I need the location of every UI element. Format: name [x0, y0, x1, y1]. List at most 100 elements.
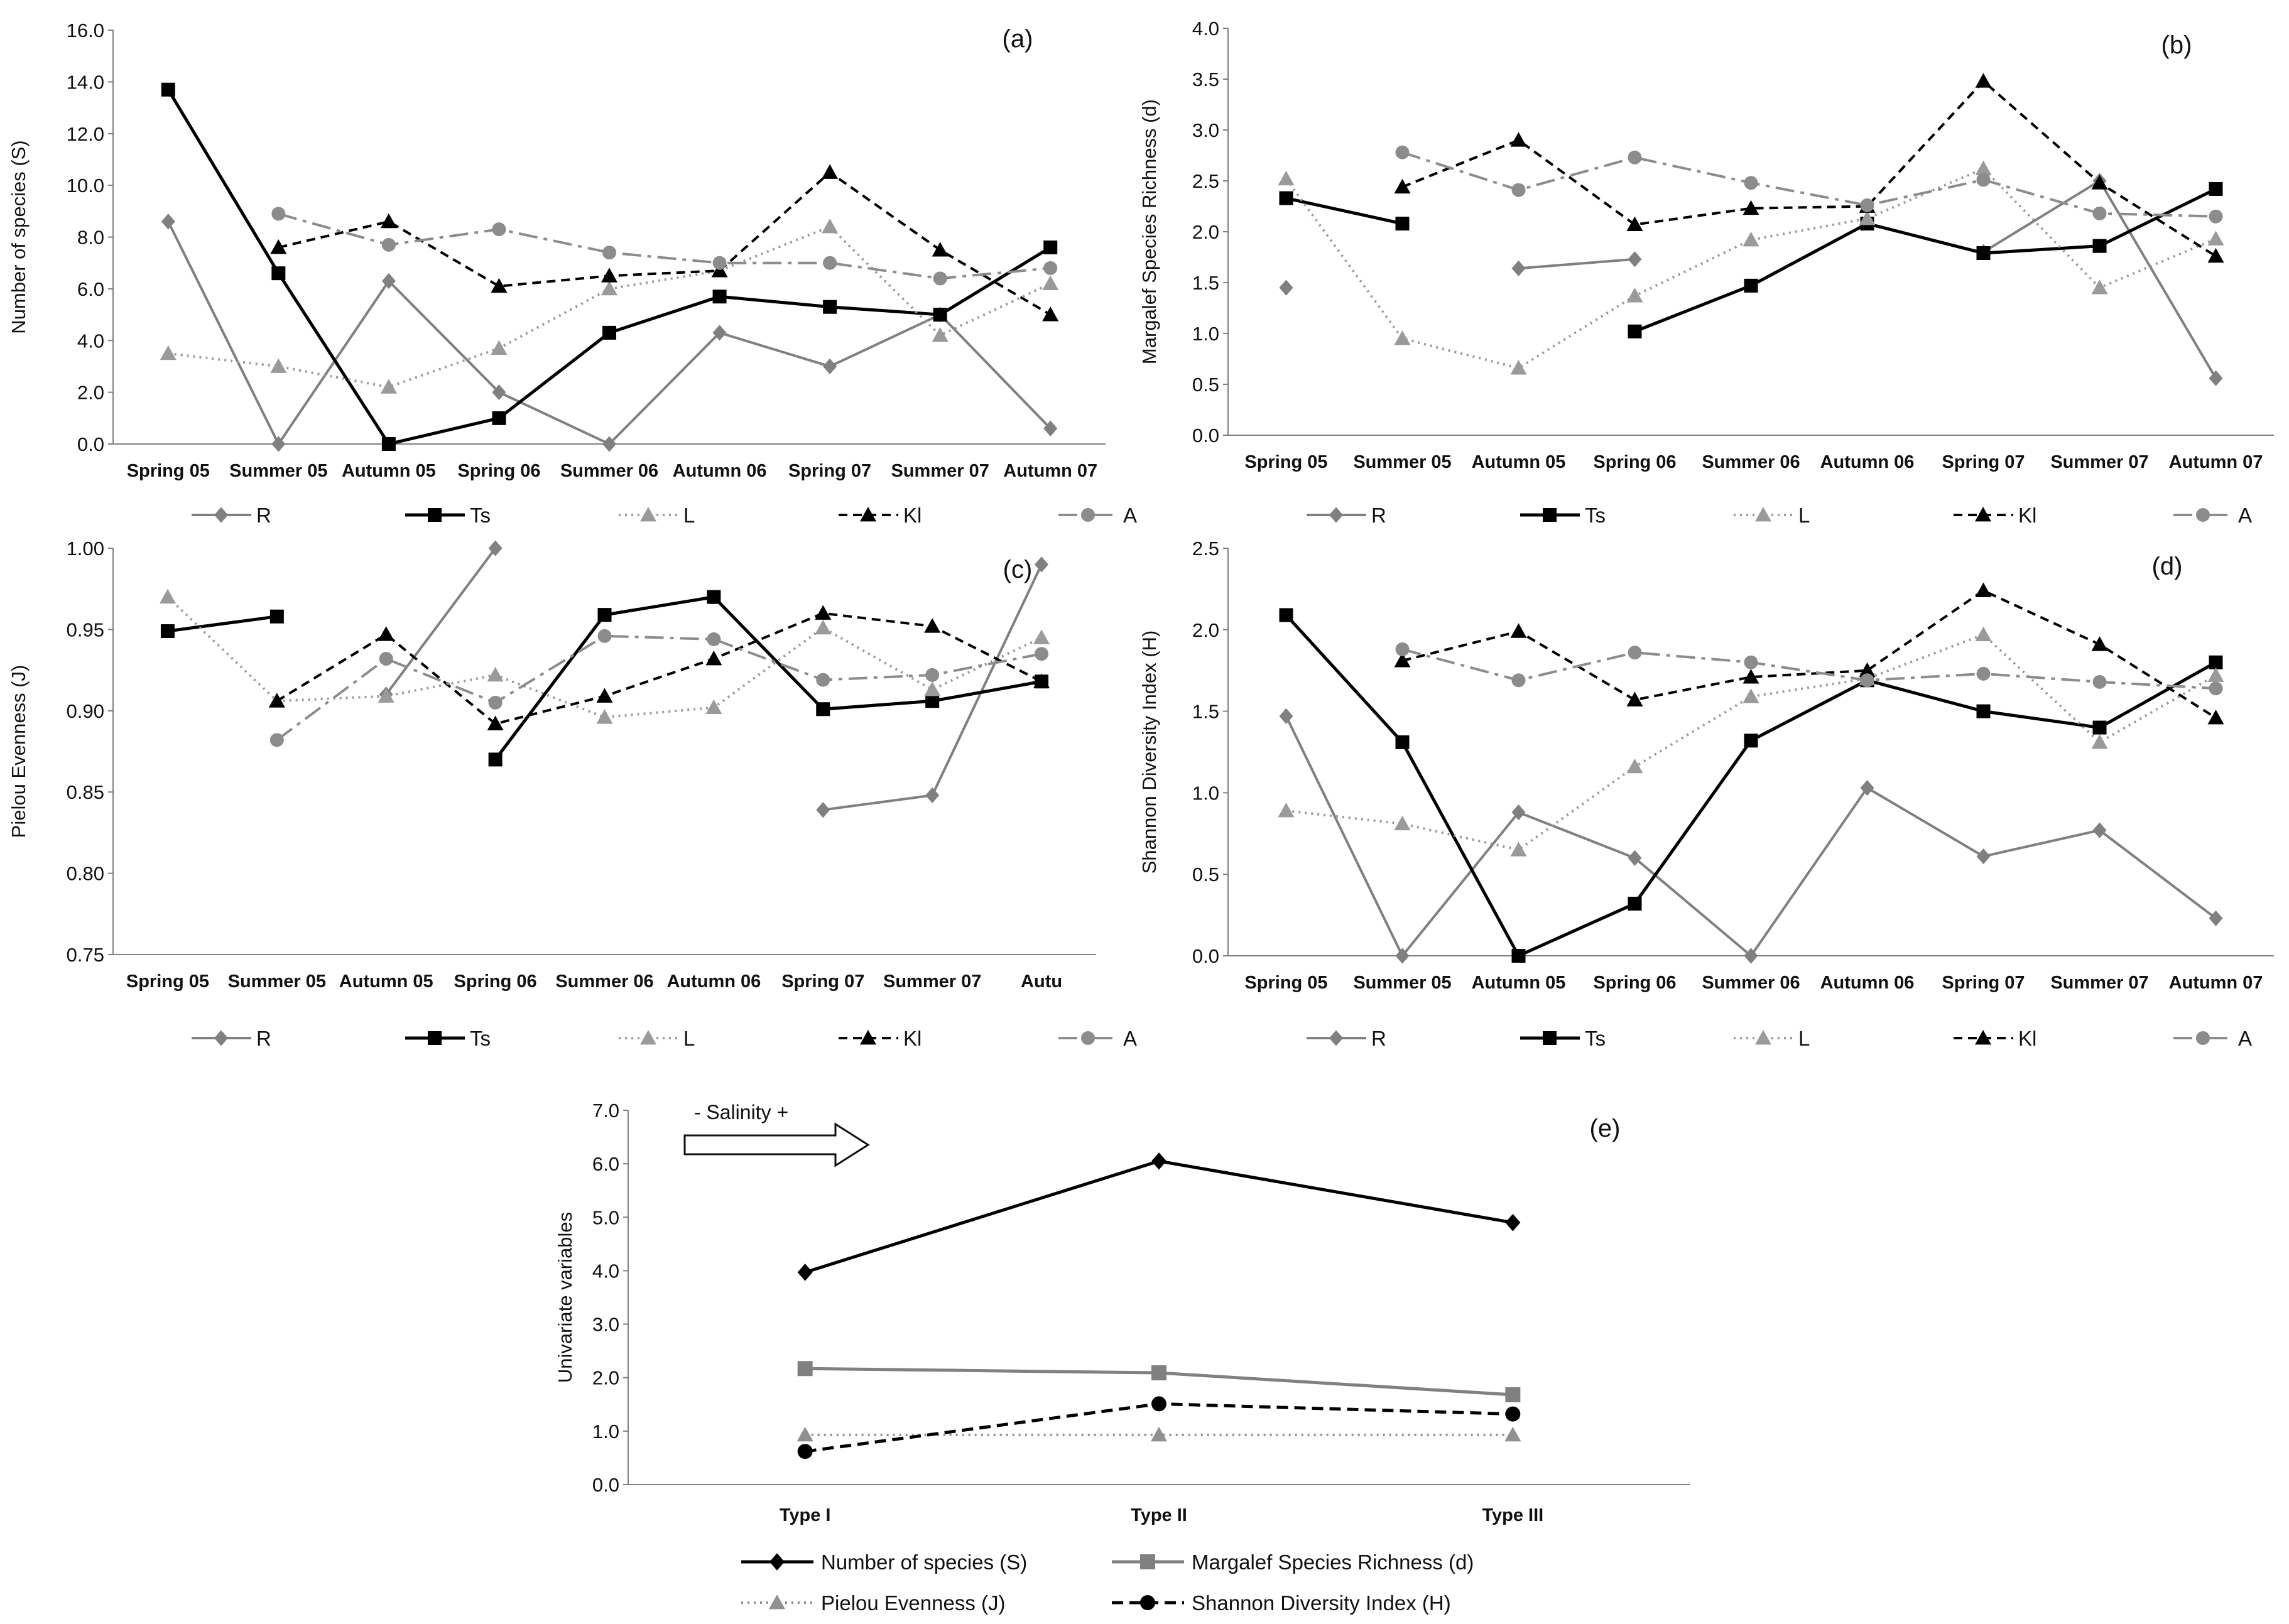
data-point	[487, 715, 504, 730]
y-tick-label: 0.0	[1192, 945, 1219, 967]
data-point	[2207, 667, 2224, 682]
data-point	[380, 379, 397, 394]
data-point	[1394, 815, 1411, 831]
data-point	[1628, 150, 1642, 165]
y-tick-label: 5.0	[592, 1206, 619, 1228]
data-point	[378, 626, 394, 641]
data-point	[1394, 330, 1411, 345]
y-tick-label: 4.0	[77, 330, 104, 352]
x-tick-label: Summer 06	[555, 972, 653, 992]
y-tick-label: 8.0	[77, 227, 104, 249]
data-point	[1395, 948, 1410, 964]
x-tick-label: Autumn 05	[339, 972, 433, 992]
series-line	[1401, 80, 2217, 257]
data-point	[2092, 720, 2107, 735]
legend-marker	[769, 1594, 785, 1610]
data-point	[816, 702, 830, 717]
data-point	[1744, 655, 1758, 669]
legend-label: R	[256, 504, 271, 527]
data-point	[932, 327, 949, 342]
data-point	[1033, 673, 1050, 688]
legend-marker	[1755, 507, 1771, 522]
x-tick-label: Spring 07	[788, 461, 871, 481]
x-tick-label: Summer 07	[883, 972, 981, 992]
legend-marker	[1543, 1031, 1557, 1045]
data-point	[823, 358, 837, 375]
x-tick-label: Type II	[1131, 1505, 1187, 1525]
data-point	[1626, 216, 1643, 232]
y-tick-label: 1.5	[1192, 701, 1219, 723]
data-point	[1626, 288, 1643, 303]
data-point	[822, 219, 839, 234]
legend-marker	[1329, 1030, 1343, 1046]
y-tick-label: 1.00	[67, 538, 104, 560]
legend-label: Number of species (S)	[821, 1551, 1027, 1574]
y-tick-label: 0.80	[67, 863, 104, 885]
data-point	[1860, 779, 1874, 796]
legend-label: Shannon Diversity Index (H)	[1192, 1591, 1451, 1615]
data-point	[1394, 178, 1411, 194]
y-tick-label: 2.0	[1192, 619, 1219, 641]
data-point	[1043, 420, 1058, 436]
data-point	[707, 632, 721, 646]
panel-label: (d)	[2152, 553, 2183, 580]
x-tick-label: Summer 05	[1353, 452, 1451, 472]
y-axis-title: Pielou Evenness (J)	[8, 665, 30, 838]
legend-marker	[2196, 1031, 2210, 1045]
x-tick-label: Summer 06	[1702, 452, 1800, 472]
data-point	[487, 666, 504, 682]
data-point	[2091, 279, 2108, 295]
data-point	[712, 256, 727, 270]
series-line	[1401, 648, 2216, 690]
data-point	[1151, 1426, 1167, 1442]
legend-label: Ts	[470, 504, 491, 527]
data-point	[1395, 735, 1410, 749]
data-point	[271, 207, 286, 221]
data-point	[924, 618, 941, 633]
plot-area	[797, 1152, 1521, 1459]
x-tick-label: Autumn 05	[1472, 452, 1566, 472]
series-margalef-species-richness-d-	[797, 1361, 1521, 1402]
legend-label: A	[1123, 1027, 1137, 1050]
data-point	[488, 540, 503, 556]
salinity-arrow: - Salinity +	[683, 1101, 870, 1167]
legend-label: L	[1798, 1027, 1810, 1050]
data-point	[379, 651, 393, 666]
data-point	[381, 437, 396, 451]
data-point	[492, 222, 506, 237]
series-line	[278, 171, 1052, 316]
x-tick-label: Autumn 06	[666, 972, 761, 992]
data-point	[1278, 802, 1295, 818]
y-tick-label: 0.5	[1192, 374, 1219, 396]
y-tick-label: 0.75	[67, 944, 104, 966]
x-tick-label: Spring 06	[1593, 452, 1676, 472]
y-tick-label: 16.0	[67, 19, 104, 41]
data-point	[924, 681, 941, 696]
series-kl	[268, 605, 1050, 730]
x-tick-label: Spring 05	[126, 972, 209, 992]
data-point	[1976, 848, 1991, 865]
y-tick-label: 4.0	[1192, 18, 1219, 40]
data-point	[932, 242, 949, 257]
legend-label: Kl	[2018, 504, 2036, 527]
y-tick-label: 3.0	[1192, 119, 1219, 141]
data-point	[378, 688, 394, 703]
data-point	[822, 164, 839, 179]
data-point	[1626, 691, 1643, 706]
data-point	[1975, 582, 1992, 597]
data-point	[707, 590, 721, 604]
series-line	[1518, 257, 1635, 270]
legend-label: Kl	[903, 504, 922, 527]
legend-marker	[860, 507, 876, 522]
legend-marker	[1329, 507, 1343, 523]
data-point	[823, 300, 837, 314]
data-point	[712, 325, 727, 341]
data-point	[2209, 370, 2223, 386]
data-point	[1505, 1214, 1521, 1232]
panel-d: 0.0 0.5 1.0 1.5 2.0 2.5 Spring 05 Summer 05 Autu…	[1138, 538, 2274, 1050]
data-point	[488, 752, 503, 767]
data-point	[1279, 191, 1293, 205]
series-shannon-diversity-index-h-	[797, 1396, 1521, 1459]
data-point	[1975, 73, 1992, 88]
data-point	[1510, 132, 1527, 147]
